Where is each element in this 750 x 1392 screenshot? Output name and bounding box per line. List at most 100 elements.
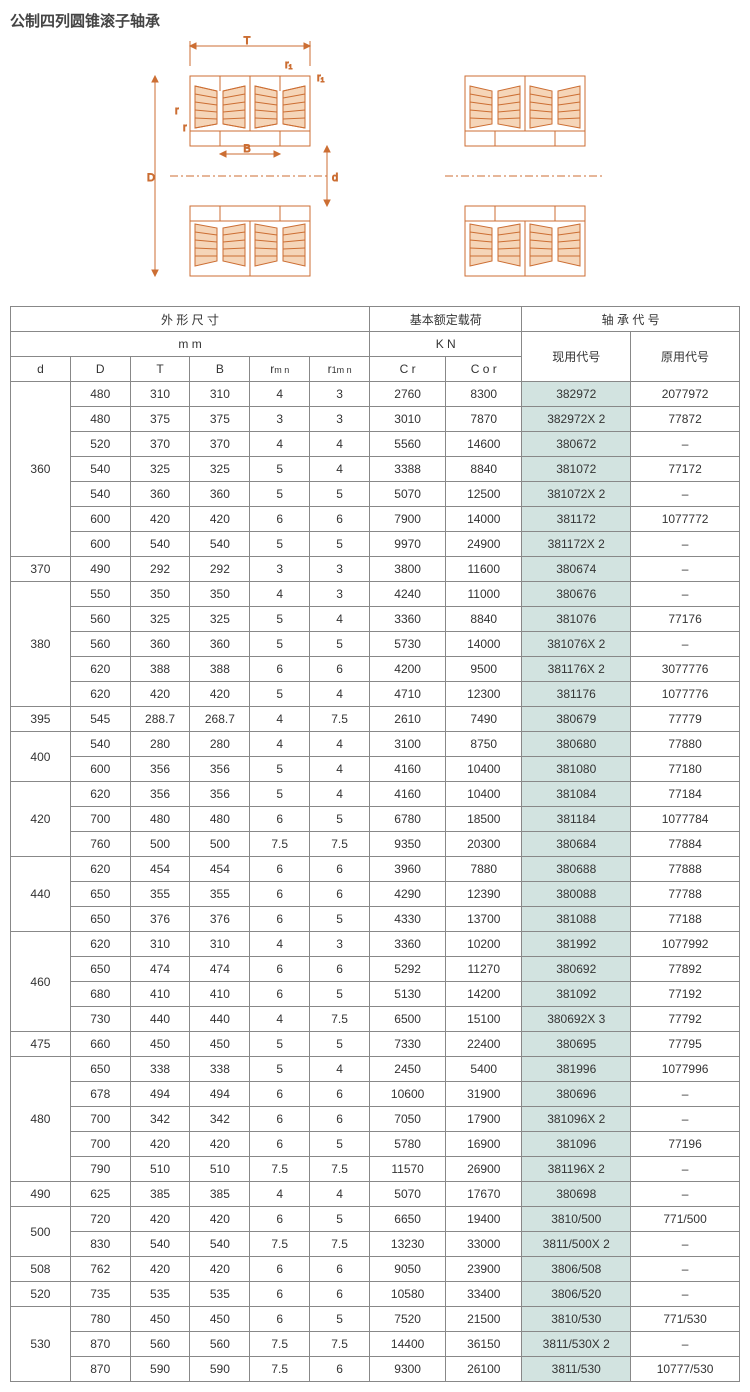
cell-rmn: 4: [250, 707, 310, 732]
cell-T: 342: [130, 1107, 190, 1132]
cell-B: 420: [190, 1207, 250, 1232]
table-row: 678494494661060031900380696–: [11, 1082, 740, 1107]
cell-Cr: 6650: [370, 1207, 446, 1232]
cell-Cr: 4710: [370, 682, 446, 707]
cell-code1: 381172: [522, 507, 631, 532]
cell-T: 500: [130, 832, 190, 857]
cell-T: 325: [130, 607, 190, 632]
cell-code2: 771/530: [631, 1307, 740, 1332]
cell-rlmn: 4: [310, 682, 370, 707]
cell-D: 780: [70, 1307, 130, 1332]
cell-rmn: 6: [250, 1307, 310, 1332]
cell-code2: –: [631, 1257, 740, 1282]
cell-T: 288.7: [130, 707, 190, 732]
bearing-table: 外 形 尺 寸 基本额定载荷 轴 承 代 号 m m K N 现用代号 原用代号…: [10, 306, 740, 1382]
hdr-D: D: [70, 357, 130, 382]
cell-T: 560: [130, 1332, 190, 1357]
cell-B: 356: [190, 757, 250, 782]
cell-code2: 77172: [631, 457, 740, 482]
table-row: 49062538538544507017670380698–: [11, 1182, 740, 1207]
cell-T: 540: [130, 532, 190, 557]
cell-Cor: 26900: [446, 1157, 522, 1182]
cell-Cor: 18500: [446, 807, 522, 832]
cell-code1: 381184: [522, 807, 631, 832]
cell-Cor: 7870: [446, 407, 522, 432]
cell-Cor: 7880: [446, 857, 522, 882]
cell-code1: 381992: [522, 932, 631, 957]
cell-Cor: 12300: [446, 682, 522, 707]
cell-Cor: 9500: [446, 657, 522, 682]
cell-T: 540: [130, 1232, 190, 1257]
cell-B: 420: [190, 507, 250, 532]
cell-rmn: 6: [250, 657, 310, 682]
label-rb: r: [183, 122, 187, 134]
table-row: 7905105107.57.51157026900381196X 2–: [11, 1157, 740, 1182]
cell-rmn: 6: [250, 1082, 310, 1107]
cell-T: 375: [130, 407, 190, 432]
cell-B: 420: [190, 1257, 250, 1282]
hdr-rmn: rm n: [250, 357, 310, 382]
label-D: D: [147, 172, 155, 184]
cell-code1: 382972: [522, 382, 631, 407]
cell-D: 550: [70, 582, 130, 607]
cell-rmn: 6: [250, 1107, 310, 1132]
cell-rmn: 6: [250, 807, 310, 832]
hdr-code1: 现用代号: [522, 332, 631, 382]
cell-rmn: 4: [250, 932, 310, 957]
cell-Cor: 26100: [446, 1357, 522, 1382]
cell-code2: 77180: [631, 757, 740, 782]
cell-rmn: 6: [250, 907, 310, 932]
cell-rmn: 4: [250, 1182, 310, 1207]
cell-rmn: 5: [250, 532, 310, 557]
cell-Cr: 9300: [370, 1357, 446, 1382]
cell-Cr: 7050: [370, 1107, 446, 1132]
cell-rlmn: 6: [310, 857, 370, 882]
cell-T: 420: [130, 1207, 190, 1232]
table-row: 700480480656780185003811841077784: [11, 807, 740, 832]
cell-Cr: 5780: [370, 1132, 446, 1157]
cell-rmn: 7.5: [250, 1232, 310, 1257]
cell-D: 600: [70, 532, 130, 557]
cell-code2: –: [631, 557, 740, 582]
cell-Cor: 14000: [446, 507, 522, 532]
diagram-side: [435, 36, 615, 286]
table-row: 540325325543388884038107277172: [11, 457, 740, 482]
cell-Cor: 15100: [446, 1007, 522, 1032]
cell-B: 375: [190, 407, 250, 432]
cell-code2: 77892: [631, 957, 740, 982]
cell-d: 530: [11, 1307, 71, 1382]
cell-Cor: 10200: [446, 932, 522, 957]
cell-T: 325: [130, 457, 190, 482]
cell-rlmn: 7.5: [310, 1007, 370, 1032]
cell-code1: 380684: [522, 832, 631, 857]
cell-Cr: 5130: [370, 982, 446, 1007]
cell-B: 474: [190, 957, 250, 982]
cell-rlmn: 7.5: [310, 707, 370, 732]
cell-D: 650: [70, 882, 130, 907]
hdr-dim: 外 形 尺 寸: [11, 307, 370, 332]
cell-D: 620: [70, 857, 130, 882]
cell-Cr: 3388: [370, 457, 446, 482]
cell-Cr: 4200: [370, 657, 446, 682]
cell-Cor: 17900: [446, 1107, 522, 1132]
cell-B: 388: [190, 657, 250, 682]
cell-code1: 380688: [522, 857, 631, 882]
table-row: 5207355355356610580334003806/520–: [11, 1282, 740, 1307]
cell-T: 494: [130, 1082, 190, 1107]
cell-rlmn: 3: [310, 382, 370, 407]
cell-Cr: 4240: [370, 582, 446, 607]
cell-code2: 77196: [631, 1132, 740, 1157]
cell-Cr: 2450: [370, 1057, 446, 1082]
cell-B: 420: [190, 682, 250, 707]
cell-B: 310: [190, 932, 250, 957]
cell-D: 720: [70, 1207, 130, 1232]
cell-B: 310: [190, 382, 250, 407]
cell-code1: 380692X 3: [522, 1007, 631, 1032]
cell-T: 590: [130, 1357, 190, 1382]
cell-rmn: 5: [250, 607, 310, 632]
cell-Cor: 31900: [446, 1082, 522, 1107]
cell-rlmn: 5: [310, 1132, 370, 1157]
hdr-kn: K N: [370, 332, 522, 357]
cell-T: 350: [130, 582, 190, 607]
cell-Cor: 36150: [446, 1332, 522, 1357]
